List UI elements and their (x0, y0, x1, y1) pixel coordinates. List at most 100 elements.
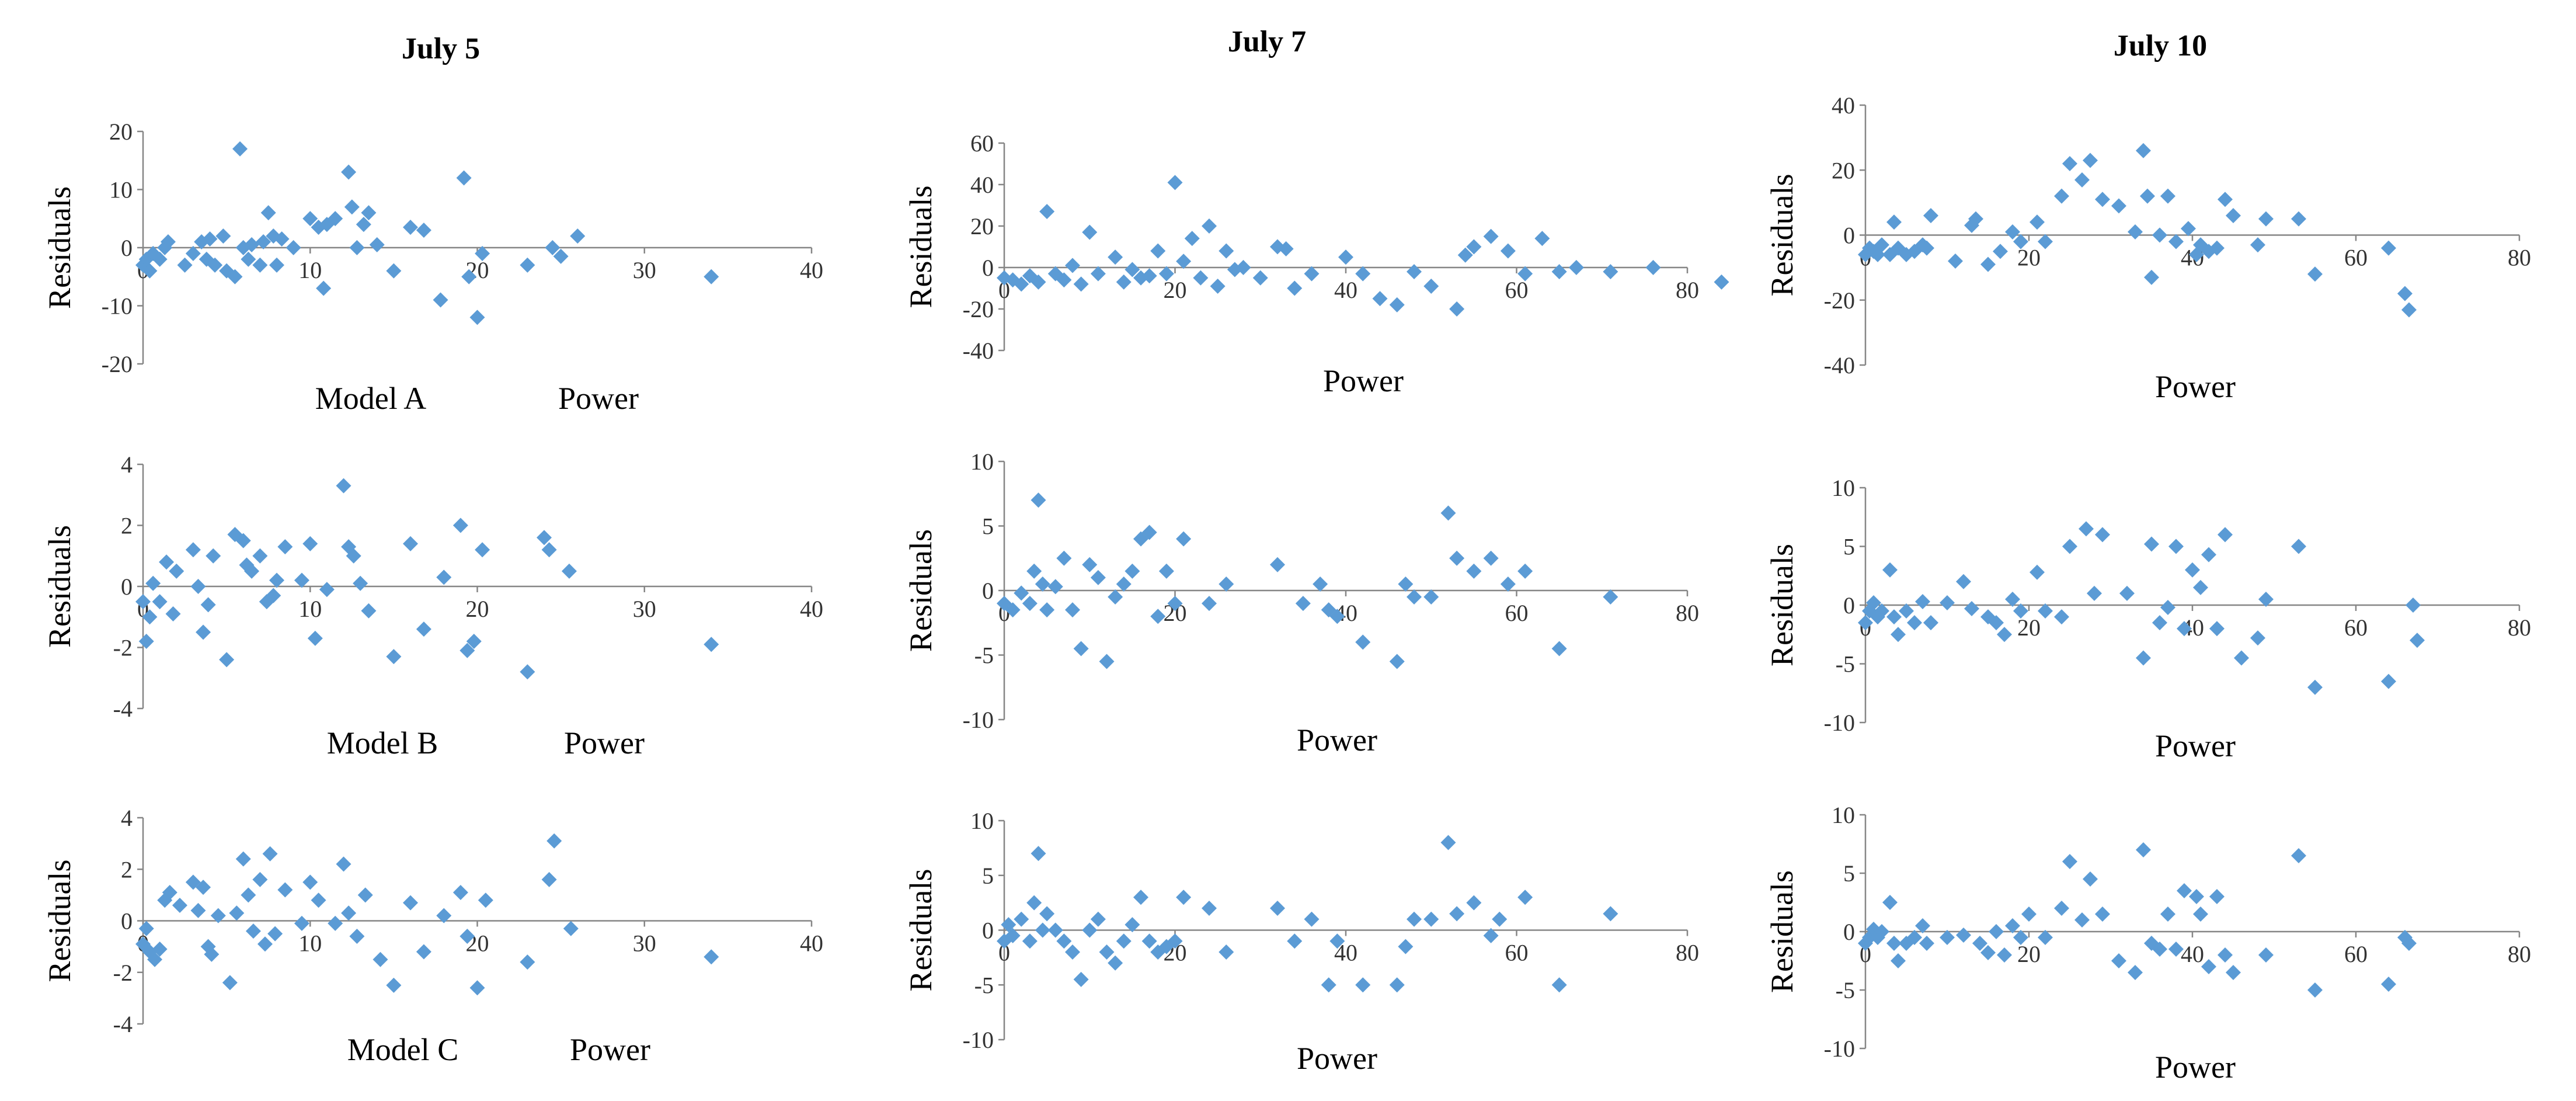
data-point (245, 923, 261, 939)
data-point (1035, 576, 1050, 592)
data-point (294, 572, 309, 588)
data-point (2381, 240, 2396, 256)
data-point (1090, 266, 1106, 282)
data-point (1551, 641, 1567, 657)
data-point (2177, 621, 2192, 637)
data-point (307, 630, 323, 646)
data-point (1108, 249, 1123, 265)
y-tick-label: 10 (1832, 802, 1855, 828)
data-point (403, 895, 418, 911)
data-point (1278, 241, 1294, 257)
data-point (1355, 634, 1371, 650)
x-axis-title: Power (1323, 363, 1404, 398)
y-axis-title: Residuals (1764, 544, 1799, 666)
data-point (319, 582, 335, 598)
y-tick-label: 4 (121, 805, 133, 831)
y-tick-label: 5 (982, 863, 994, 889)
data-point (2258, 591, 2274, 607)
data-point (1304, 911, 1320, 927)
data-point (1551, 264, 1567, 280)
y-axis-title: Residuals (903, 529, 938, 652)
data-point (1158, 563, 1174, 579)
data-point (1329, 933, 1345, 949)
data-point (1116, 576, 1132, 592)
data-point (1423, 278, 1439, 294)
data-point (2168, 234, 2184, 249)
data-point (1141, 268, 1157, 284)
data-point (1972, 936, 1987, 951)
data-point (1108, 589, 1123, 605)
data-point (1082, 557, 1098, 572)
data-point (2209, 240, 2225, 256)
data-point (1882, 562, 1898, 578)
data-point (1919, 240, 1934, 256)
data-point (256, 234, 271, 250)
data-point (1603, 906, 1618, 922)
data-point (2177, 883, 2192, 898)
data-point (1133, 890, 1148, 905)
y-tick-label: 0 (1843, 592, 1855, 619)
data-point (207, 257, 223, 273)
data-point (2201, 959, 2216, 974)
data-point (469, 980, 485, 996)
data-point (2111, 953, 2126, 968)
data-point (2152, 227, 2167, 243)
data-point (1270, 901, 1285, 916)
data-point (2250, 237, 2265, 253)
y-tick-label: 5 (1843, 860, 1855, 887)
data-point (563, 921, 579, 936)
x-tick-label: 80 (1676, 600, 1699, 626)
data-point (1907, 615, 1922, 631)
data-point (302, 874, 318, 890)
data-point (2234, 650, 2249, 666)
y-tick-label: -20 (1824, 287, 1855, 314)
y-tick-label: -5 (974, 972, 994, 998)
data-point (353, 575, 368, 591)
y-tick-label: 0 (1843, 919, 1855, 945)
data-point (1056, 933, 1072, 949)
data-point (1964, 601, 1979, 617)
panel-b5: 420-2-4010203040ResidualsPowerModel B (42, 451, 823, 760)
y-tick-label: 0 (1843, 223, 1855, 249)
data-point (2038, 603, 2053, 619)
x-tick-label: 60 (1505, 600, 1529, 626)
y-tick-label: 0 (121, 574, 133, 600)
data-point (1235, 260, 1251, 275)
data-point (2013, 603, 2028, 619)
data-point (200, 597, 216, 613)
data-point (241, 251, 256, 267)
data-point (190, 579, 206, 594)
data-point (1603, 589, 1618, 605)
data-point (252, 548, 268, 564)
data-point (1907, 930, 1922, 945)
data-point (2083, 871, 2098, 887)
data-point (2258, 211, 2274, 227)
data-point (1022, 933, 1038, 949)
data-point (1874, 237, 1889, 253)
data-point (2406, 598, 2421, 613)
data-point (416, 223, 431, 238)
data-point (1449, 906, 1465, 922)
x-tick-label: 60 (1505, 940, 1529, 966)
data-point (204, 946, 220, 962)
data-point (1919, 936, 1934, 951)
x-tick-label: 20 (1164, 277, 1187, 303)
data-point (135, 594, 151, 610)
data-point (1287, 933, 1303, 949)
data-point (416, 944, 431, 960)
data-point (1176, 531, 1192, 547)
data-point (232, 141, 248, 157)
data-point (2193, 579, 2208, 595)
data-point (206, 548, 221, 564)
data-point (1026, 563, 1042, 579)
data-point (1065, 258, 1080, 273)
data-point (1125, 563, 1140, 579)
data-point (1073, 276, 1089, 292)
data-point (202, 231, 218, 247)
data-point (2095, 192, 2110, 207)
data-point (1355, 977, 1371, 993)
data-point (1073, 641, 1089, 657)
